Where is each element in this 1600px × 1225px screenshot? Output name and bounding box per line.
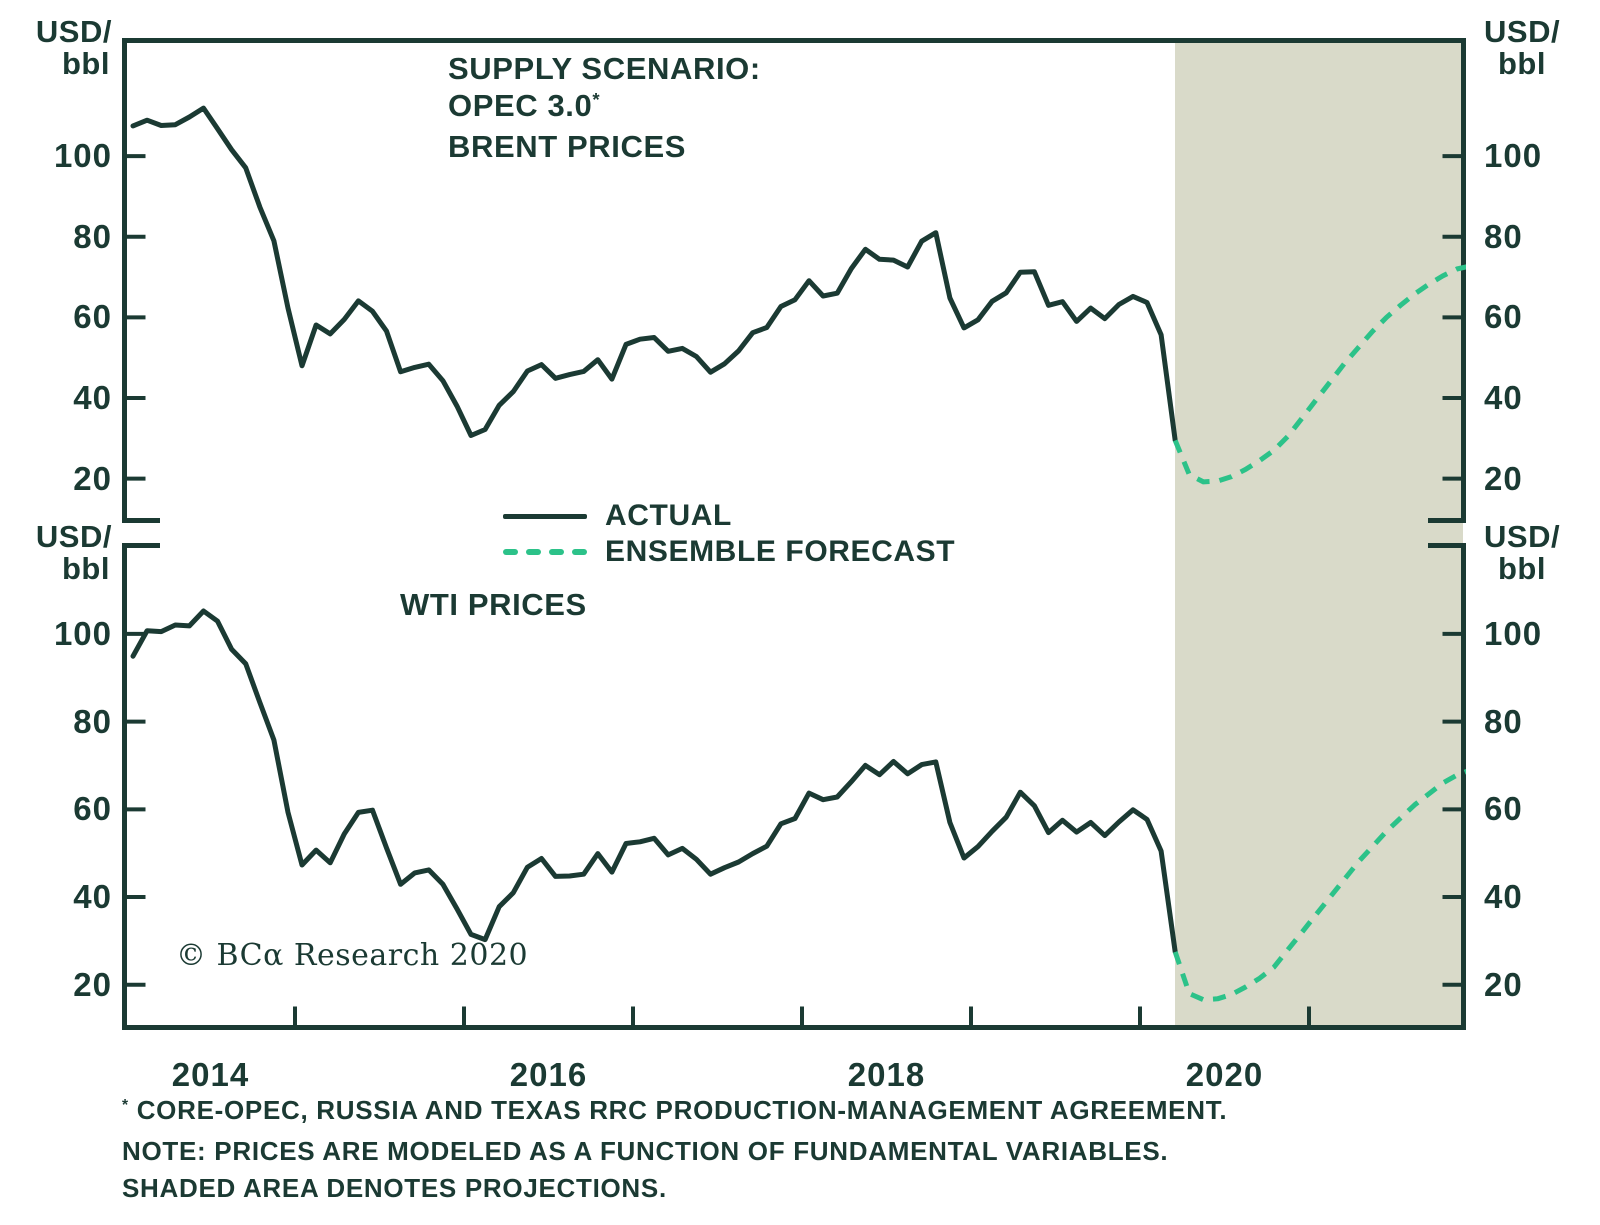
y-tick-label: 40 [1484, 878, 1523, 916]
y-tick-label: 20 [73, 459, 112, 497]
y-tick-label: 60 [73, 790, 112, 828]
y-tick-label: 40 [73, 878, 112, 916]
wti-panel [122, 543, 1466, 1030]
unit-line2: bbl [1498, 551, 1546, 586]
y-axis-unit-bottom-left: USD/ bbl [20, 521, 112, 585]
footnote-line-3: SHADED AREA DENOTES PROJECTIONS. [122, 1173, 667, 1203]
y-tick-label: 100 [1484, 137, 1543, 175]
unit-line2: bbl [1498, 46, 1546, 81]
legend-row-forecast: ENSEMBLE FORECAST [503, 534, 955, 570]
footnote-asterisk: * [122, 1097, 129, 1115]
forecast-line [1172, 769, 1466, 1003]
y-axis-unit-top-left: USD/ bbl [20, 16, 112, 80]
forecast-line [1172, 264, 1466, 485]
unit-line2: bbl [62, 46, 110, 81]
y-tick-label: 60 [1484, 790, 1523, 828]
projection-shade [1175, 40, 1463, 1027]
title-asterisk: * [592, 88, 601, 110]
x-tick-label: 2014 [171, 1056, 250, 1093]
footnote-line-1-text: CORE-OPEC, RUSSIA AND TEXAS RRC PRODUCTI… [128, 1095, 1228, 1125]
x-tick-label: 2018 [847, 1056, 926, 1093]
title-line-2: OPEC 3.0* [448, 87, 761, 128]
y-tick-label: 100 [53, 614, 112, 652]
y-axis-unit-bottom-right: USD/ bbl [1484, 521, 1594, 585]
unit-line1: USD/ [35, 14, 112, 49]
legend: ACTUAL ENSEMBLE FORECAST [503, 498, 955, 570]
legend-label-actual: ACTUAL [605, 499, 732, 532]
y-tick-label: 40 [1484, 379, 1523, 417]
title-line-1: SUPPLY SCENARIO: [448, 51, 761, 86]
y-axis-unit-top-right: USD/ bbl [1484, 16, 1594, 80]
footnote-line-2: NOTE: PRICES ARE MODELED AS A FUNCTION O… [122, 1136, 1169, 1166]
footnote-line-1: * CORE-OPEC, RUSSIA AND TEXAS RRC PRODUC… [122, 1092, 1582, 1133]
y-tick-label: 100 [1484, 614, 1543, 652]
brent-panel-title: SUPPLY SCENARIO: OPEC 3.0* BRENT PRICES [448, 50, 761, 165]
actual-line-swatch-icon [503, 513, 587, 519]
unit-line1: USD/ [1484, 519, 1561, 554]
wti-panel-title: WTI PRICES [400, 587, 587, 622]
y-tick-label: 80 [73, 702, 112, 740]
actual-line [130, 105, 1178, 443]
y-tick-label: 80 [73, 217, 112, 255]
y-tick-label: 20 [1484, 459, 1523, 497]
x-tick-label: 2016 [509, 1056, 588, 1093]
actual-line [130, 608, 1178, 955]
y-tick-label: 100 [53, 137, 112, 175]
title-line-3: BRENT PRICES [448, 129, 687, 164]
y-tick-label: 20 [1484, 965, 1523, 1003]
brent-panel [122, 38, 1466, 523]
legend-label-forecast: ENSEMBLE FORECAST [605, 535, 956, 568]
footnotes: * CORE-OPEC, RUSSIA AND TEXAS RRC PRODUC… [122, 1092, 1582, 1207]
y-tick-label: 40 [73, 379, 112, 417]
unit-line1: USD/ [1484, 14, 1561, 49]
y-tick-label: 20 [73, 965, 112, 1003]
y-tick-label: 60 [73, 298, 112, 336]
y-tick-label: 80 [1484, 217, 1523, 255]
y-tick-label: 80 [1484, 702, 1523, 740]
unit-line2: bbl [62, 551, 110, 586]
copyright-text: © BCα Research 2020 [176, 938, 529, 973]
legend-row-actual: ACTUAL [503, 498, 955, 534]
unit-line1: USD/ [35, 519, 112, 554]
y-tick-label: 60 [1484, 298, 1523, 336]
x-tick-label: 2020 [1185, 1056, 1264, 1093]
title-line-2-text: OPEC 3.0 [448, 88, 593, 123]
forecast-dashed-swatch-icon [503, 549, 587, 555]
